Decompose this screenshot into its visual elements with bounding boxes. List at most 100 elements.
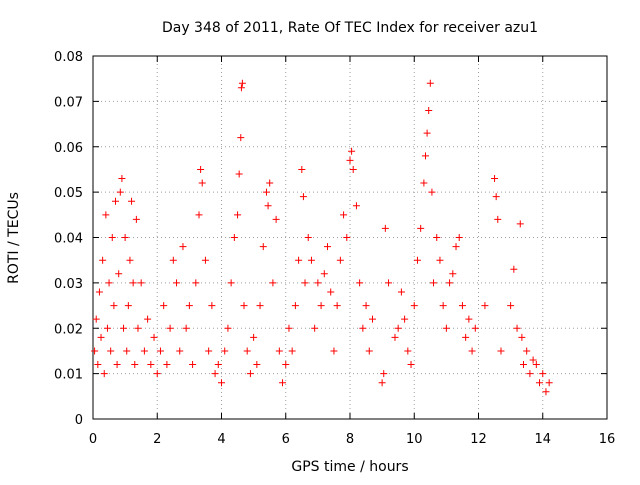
data-point [346, 156, 354, 164]
data-point [185, 302, 193, 310]
x-tick-label: 0 [89, 432, 97, 447]
data-point [144, 315, 152, 323]
data-point [481, 302, 489, 310]
data-point [264, 202, 272, 210]
axis-ticks: 0 2 4 6 8 10 12 14 16 0 0.01 0.02 0.03 0.04 0.05 0.06 0.… [54, 50, 615, 447]
data-point [195, 211, 203, 219]
data-point [423, 129, 431, 137]
data-point [237, 84, 245, 92]
data-point [510, 265, 518, 273]
data-point [465, 315, 473, 323]
data-point [394, 324, 402, 332]
data-point [518, 333, 526, 341]
data-point [433, 234, 441, 241]
data-point [327, 288, 335, 296]
data-point [132, 215, 140, 223]
data-point [468, 347, 476, 355]
data-point [214, 361, 222, 369]
data-point [259, 243, 267, 251]
data-point [401, 315, 409, 323]
data-point [208, 302, 216, 310]
data-point [275, 347, 283, 355]
data-point [497, 347, 505, 355]
data-point [417, 224, 425, 232]
chart-title: Day 348 of 2011, Rate Of TEC Index for r… [162, 20, 538, 36]
data-point [234, 211, 242, 219]
data-point [352, 202, 360, 210]
y-tick-label: 0.08 [54, 50, 83, 65]
data-point [111, 197, 119, 205]
data-point [140, 347, 148, 355]
y-tick-label: 0 [75, 413, 83, 428]
data-point [110, 302, 118, 310]
data-point [189, 361, 197, 369]
data-point [100, 370, 108, 378]
data-point [153, 370, 161, 378]
data-point [94, 361, 102, 369]
data-point [120, 324, 128, 332]
data-point [126, 256, 134, 264]
data-point [349, 165, 357, 173]
data-point [529, 356, 537, 364]
x-tick-label: 2 [153, 432, 161, 447]
data-point [137, 279, 145, 287]
y-tick-label: 0.06 [54, 141, 83, 156]
data-point [299, 193, 307, 201]
data-point [291, 302, 299, 310]
data-point [452, 243, 460, 251]
data-point [246, 370, 254, 378]
data-point [218, 379, 225, 387]
data-point [238, 79, 246, 87]
y-tick-label: 0.02 [54, 322, 83, 337]
data-point [285, 324, 293, 332]
data-point [128, 197, 136, 205]
x-tick-label: 16 [599, 432, 616, 447]
data-point [301, 279, 309, 287]
data-point [224, 324, 232, 332]
data-point [105, 279, 113, 287]
data-point [545, 379, 553, 387]
data-point [340, 211, 348, 219]
data-point [266, 179, 274, 187]
data-point [449, 270, 457, 278]
data-point [131, 361, 139, 369]
data-point [320, 270, 328, 278]
data-point [304, 234, 312, 241]
data-point [359, 324, 367, 332]
data-point [256, 302, 264, 310]
data-point [436, 256, 444, 264]
data-point [317, 302, 325, 310]
data-point [397, 288, 405, 296]
data-point [156, 347, 164, 355]
data-point [507, 302, 515, 310]
data-point [150, 333, 158, 341]
data-point [513, 324, 521, 332]
y-tick-label: 0.03 [54, 277, 83, 292]
x-axis-label: GPS time / hours [291, 459, 408, 475]
data-point [99, 256, 107, 264]
data-point [201, 256, 209, 264]
data-point [103, 324, 111, 332]
data-point [197, 165, 205, 173]
data-point [176, 347, 184, 355]
data-point [348, 147, 356, 155]
data-point [221, 347, 229, 355]
data-point [458, 302, 466, 310]
data-point [330, 347, 338, 355]
data-point [288, 347, 296, 355]
data-point [343, 234, 351, 241]
data-point [491, 175, 499, 183]
data-point [262, 188, 270, 196]
data-point [95, 288, 103, 296]
data-point [446, 279, 454, 287]
data-point [462, 333, 470, 341]
data-point [336, 256, 344, 264]
data-point [124, 302, 132, 310]
data-point [163, 361, 171, 369]
data-point [123, 347, 131, 355]
data-point [333, 302, 341, 310]
data-point [365, 347, 373, 355]
data-point [118, 175, 126, 183]
data-point [494, 215, 502, 223]
